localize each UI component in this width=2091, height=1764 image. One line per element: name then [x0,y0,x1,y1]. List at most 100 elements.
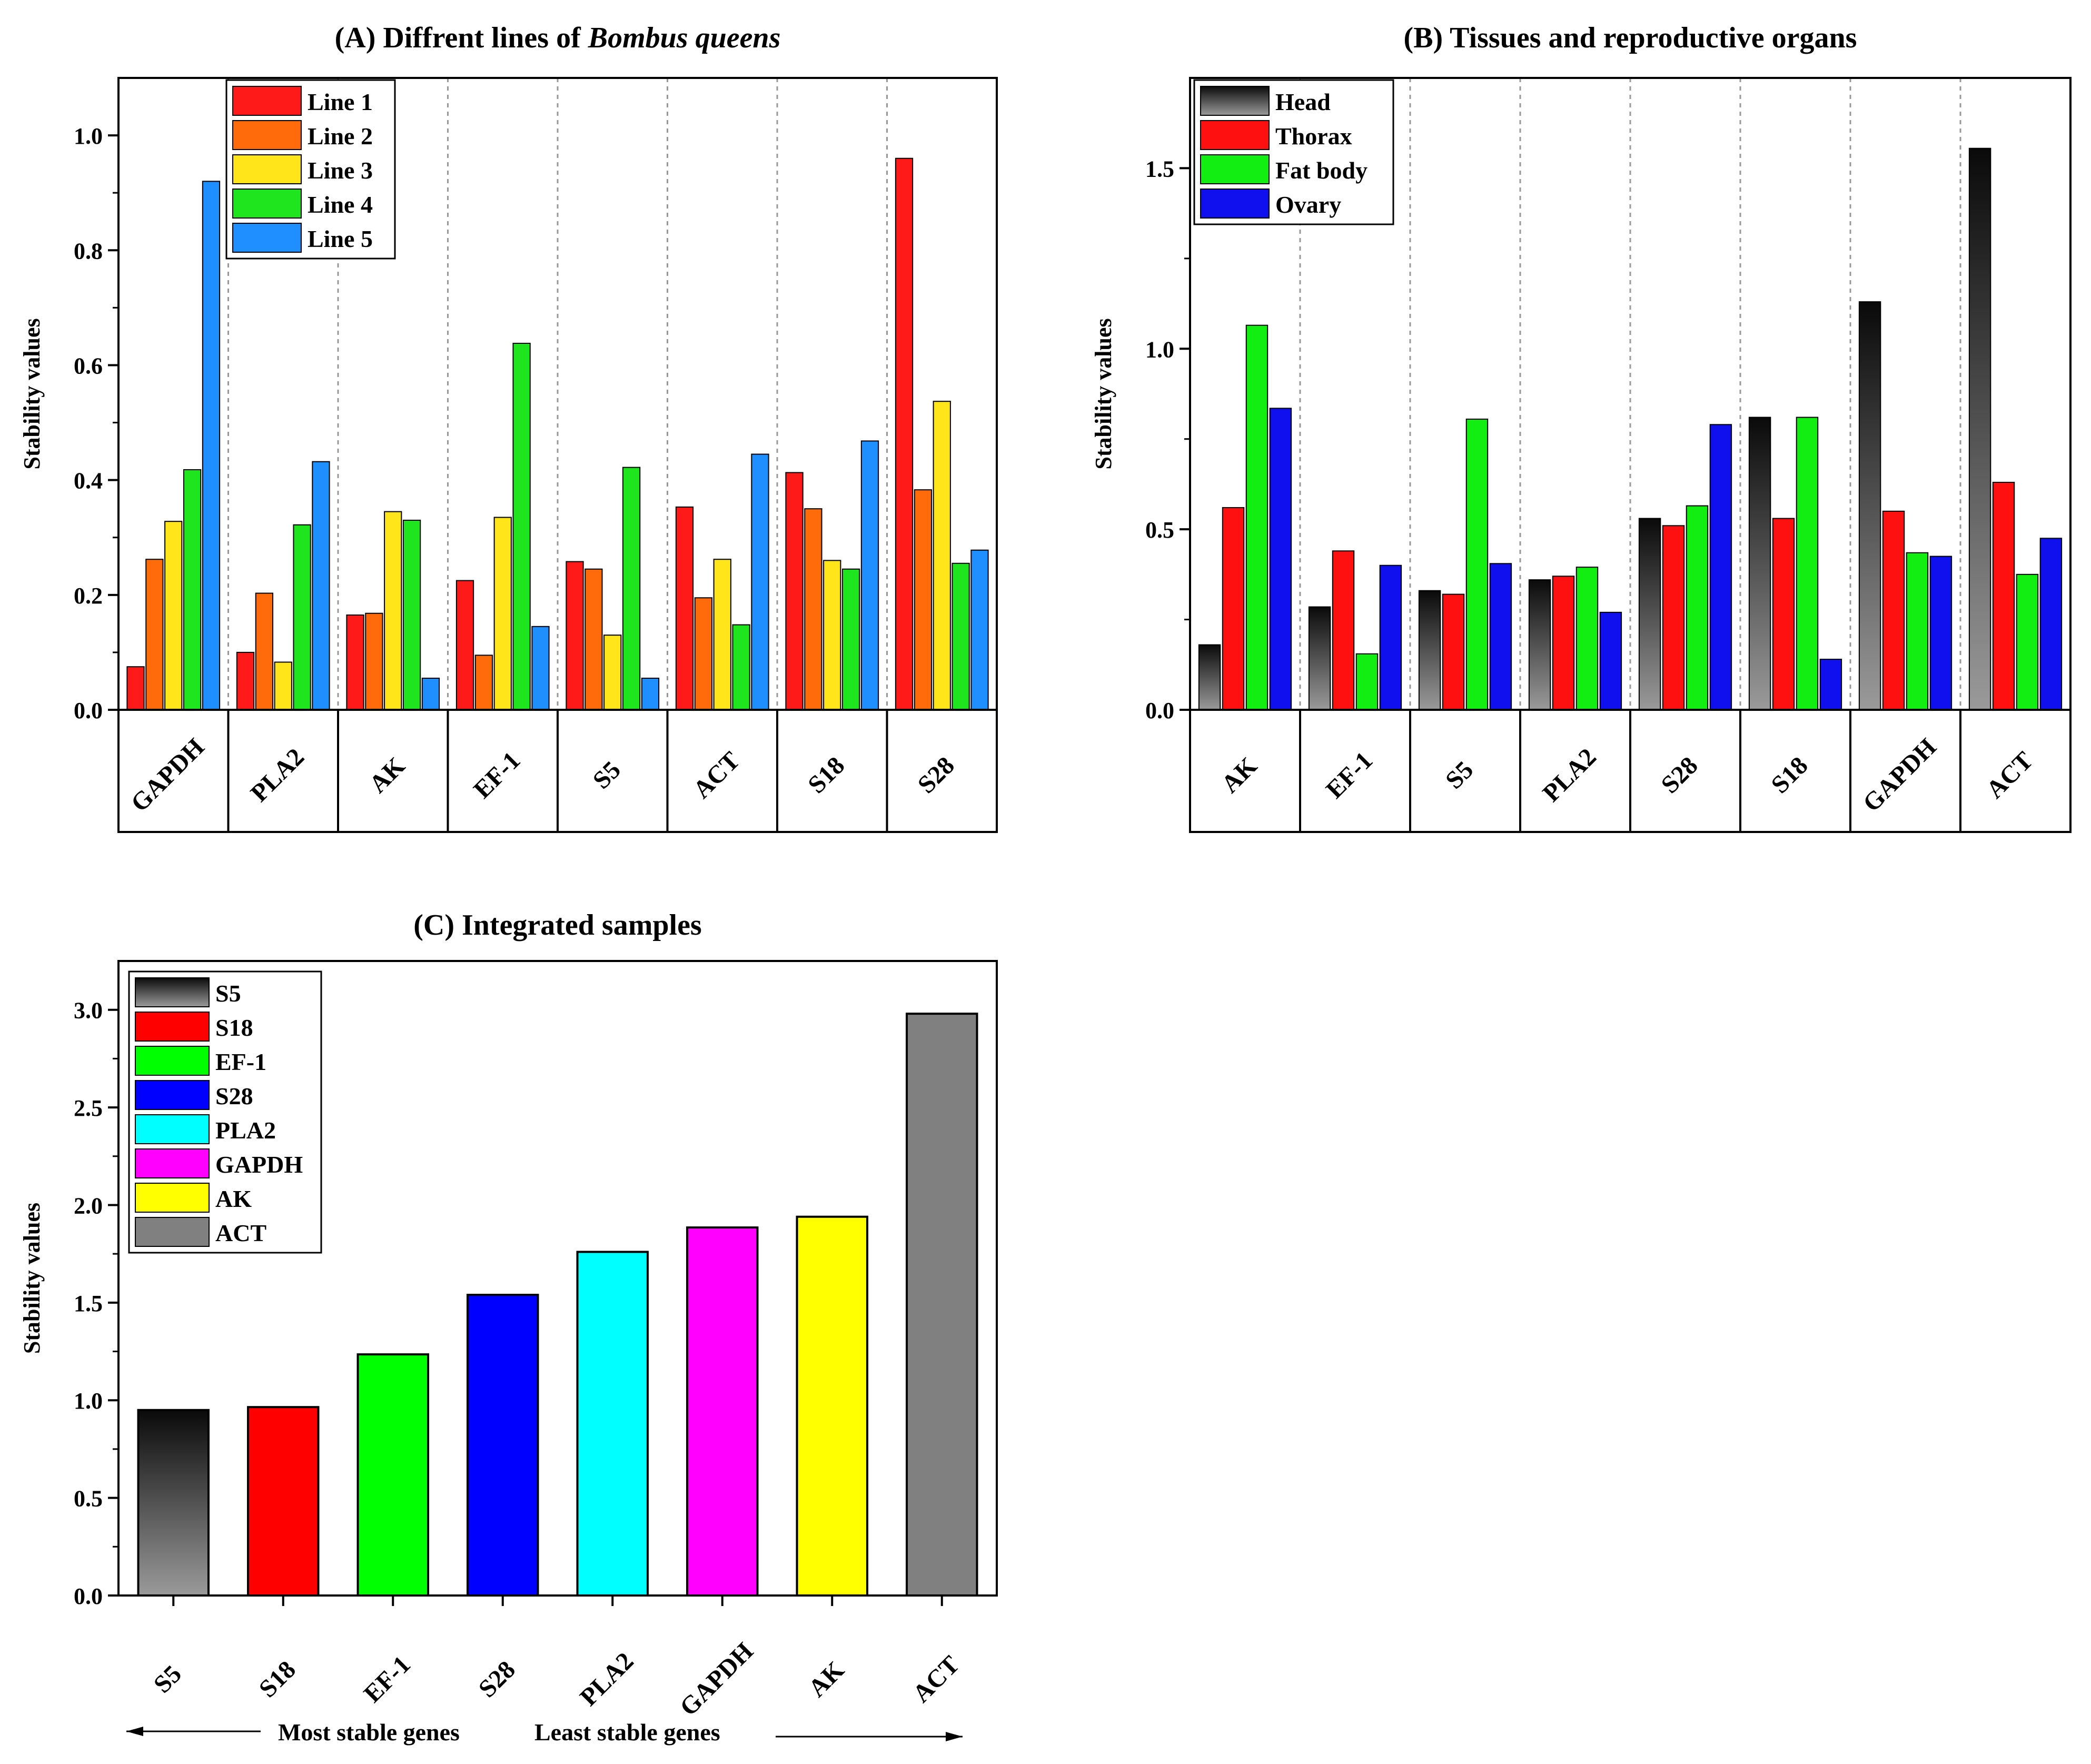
legend-swatch [232,154,302,184]
bar [1308,606,1331,710]
bar [1906,552,1929,710]
x-tick-label: ACT [1981,746,2038,804]
bar [1748,417,1771,710]
left-arrow-icon [126,1727,143,1736]
bar [641,678,660,710]
bar [823,560,841,710]
bar [1465,419,1489,710]
legend-label: Fat body [1275,157,1367,184]
bar [1198,644,1221,710]
bar [236,651,255,710]
bar [1355,653,1379,710]
y-tick-label: 0.5 [1145,517,1174,543]
x-tick-label: PLA2 [574,1647,639,1711]
legend-label: Line 5 [308,225,373,252]
y-axis-label: Stability values [19,1203,45,1354]
bar [145,559,164,710]
y-tick-label: 0.6 [74,353,103,379]
bar [675,506,694,711]
bar [255,592,274,710]
bar [970,549,989,711]
bar [384,511,402,710]
x-tick-label: S5 [1440,756,1479,794]
x-tick-label: S18 [254,1656,301,1703]
bar [455,580,474,710]
y-tick-label: 1.0 [74,123,103,149]
y-tick-label: 1.5 [1145,156,1174,182]
annotation-most-stable: Most stable genes [278,1719,460,1746]
y-tick-label: 1.0 [74,1388,103,1414]
bar [421,678,440,710]
bar [1442,593,1465,710]
legend-swatch [135,1012,210,1042]
x-tick-label: S18 [802,751,850,799]
legend-swatch [1200,120,1270,150]
legend-label: Line 2 [308,123,373,150]
bar [1245,324,1269,710]
legend-swatch [232,86,302,116]
bar [1709,424,1732,710]
legend-label: AK [215,1185,252,1212]
legend-label: Line 1 [308,88,373,115]
y-tick-label: 0.8 [74,238,103,264]
x-tick-label: S5 [148,1660,187,1698]
x-tick-label: AK [1216,752,1262,798]
bar [841,568,860,711]
legend-swatch [1200,154,1270,184]
panel-a-chart: (A) Diffrent lines of Bombus queens Stabi… [19,22,998,833]
right-arrow-icon [946,1732,963,1741]
legend-swatch [232,120,302,150]
bar [164,521,183,710]
bar [796,1215,868,1597]
bar [732,624,750,710]
legend-swatch [135,1114,210,1144]
bar [402,520,421,710]
legend-swatch [135,1148,210,1178]
x-tick-label: EF-1 [1321,746,1378,804]
bar [914,489,933,710]
bar [952,562,970,711]
bar [1968,147,1991,711]
chart-title-species: Bombus queens [588,22,781,54]
bar [202,181,221,710]
legend-label: Line 3 [308,157,373,184]
bar [493,517,512,711]
bar [512,343,531,710]
x-tick-label: S18 [1766,751,1813,799]
x-tick-label: AK [364,752,410,798]
bar [1819,659,1842,710]
y-axis-label: Stability values [19,318,45,469]
legend-label: PLA2 [215,1117,276,1144]
legend-swatch [232,189,302,219]
chart-title-main: (A) Diffrent lines of [335,22,588,54]
y-tick-label: 0.2 [74,583,103,609]
legend-swatch [1200,86,1270,116]
bar [686,1226,759,1597]
bar [356,1353,429,1597]
bar [933,401,951,710]
bar [1662,525,1685,710]
legend-label: S5 [215,980,241,1007]
bar [346,615,364,710]
bar [1528,579,1551,710]
x-tick-label: AK [803,1656,849,1702]
chart-title: (C) Integrated samples [413,909,701,942]
legend-label: Thorax [1275,123,1352,150]
y-axis-label: Stability values [1091,318,1116,469]
legend-label: S18 [215,1014,253,1041]
y-tick-label: 0.0 [1145,698,1174,724]
legend-label: EF-1 [215,1048,266,1075]
x-tick-label: GAPDH [125,733,210,817]
y-tick-label: 2.5 [74,1095,103,1121]
bar [2039,538,2063,710]
y-tick-label: 0.0 [74,698,103,724]
x-tick-label: GAPDH [1858,733,1942,817]
y-tick-label: 1.5 [74,1291,103,1316]
bar [622,467,641,710]
y-tick-label: 0.5 [74,1486,103,1512]
bar [1929,556,1953,710]
bar [274,661,292,711]
bar [751,453,769,711]
x-tick-label: ACT [907,1650,965,1708]
y-tick-label: 3.0 [74,998,103,1024]
